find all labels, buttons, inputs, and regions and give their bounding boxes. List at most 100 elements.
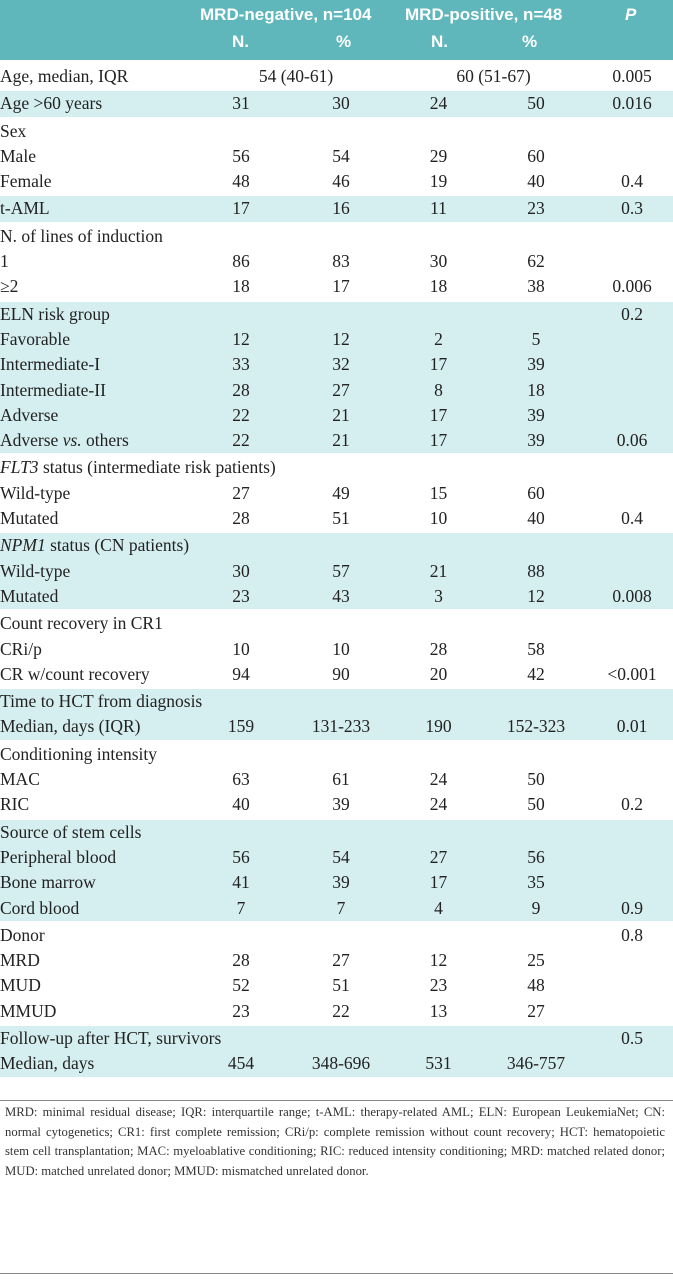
table-row: Time to HCT from diagnosis — [0, 688, 673, 714]
p-value — [591, 637, 673, 662]
cell-value: 94 — [232, 663, 250, 684]
characteristics-table: Age, median, IQR 54 (40-61) 60 (51-67) 0… — [0, 62, 673, 1077]
p-value: 0.016 — [612, 93, 652, 114]
row-label: 1 — [0, 251, 9, 272]
table-footnote: MRD: minimal residual disease; IQR: inte… — [5, 1105, 665, 1178]
cell-value: 50 — [527, 93, 545, 114]
cell-value: 46 — [332, 171, 350, 192]
cell-value: 7 — [336, 897, 346, 918]
cell-value: 12 — [527, 585, 545, 606]
pos-pct-header: % — [522, 32, 538, 51]
cell-value: 33 — [232, 354, 250, 375]
cell-value: 51 — [332, 508, 350, 529]
table-row: MMUD 23 22 13 27 — [0, 999, 673, 1025]
cell-value: 28 — [232, 950, 250, 971]
p-value — [591, 327, 673, 352]
row-label: Wild-type — [0, 560, 71, 581]
group-title: Conditioning intensity — [0, 743, 158, 764]
cell-value: 90 — [332, 663, 350, 684]
row-label: t-AML — [0, 198, 50, 219]
row-label: RIC — [0, 794, 30, 815]
cell-value: 23 — [527, 198, 545, 219]
p-value: 0.5 — [621, 1027, 643, 1048]
cell-value: 5 — [531, 328, 541, 349]
row-label: CR w/count recovery — [0, 663, 150, 684]
gene-name: NPM1 — [0, 535, 46, 556]
cell-value: 531 — [425, 1053, 452, 1074]
row-label: MUD — [0, 975, 41, 996]
cell-value: 24 — [429, 769, 448, 790]
cell-value: 61 — [332, 769, 350, 790]
row-label: Bone marrow — [0, 872, 96, 893]
cell-value: 348-696 — [311, 1053, 371, 1074]
group-count-recovery: Count recovery in CR1 CRi/p 10 10 28 58 … — [0, 610, 673, 688]
cell-value: 3 — [434, 585, 443, 606]
table-row: Male 56 54 29 60 — [0, 144, 673, 169]
table-row: Cord blood 7 7 4 9 0.9 — [0, 896, 673, 922]
p-value — [591, 352, 673, 377]
group-follow-up: Follow-up after HCT, survivors 0.5 Media… — [0, 1024, 673, 1077]
cell-value: 12 — [232, 328, 250, 349]
cell-value: 12 — [429, 950, 448, 971]
cell-value: 42 — [527, 663, 545, 684]
cell-value: 30 — [429, 251, 448, 272]
cell-value: 10 — [429, 508, 448, 529]
cell-value: 22 — [232, 404, 250, 425]
table-header: MRD-negative, n=104 MRD-positive, n=48 P… — [0, 0, 673, 60]
cell-value: 27 — [429, 846, 448, 867]
cell-value: 30 — [232, 560, 250, 581]
group-title: Sex — [0, 120, 27, 141]
p-value: 0.4 — [621, 171, 643, 192]
cell-value: 39 — [332, 794, 350, 815]
cell-value: 49 — [332, 482, 350, 503]
p-value: 0.9 — [621, 897, 643, 918]
cell-value: 88 — [527, 560, 545, 581]
cell-value: 41 — [232, 872, 250, 893]
cell-value: 454 — [227, 1053, 255, 1074]
cell-value: 18 — [527, 379, 545, 400]
cell-value: 52 — [232, 975, 250, 996]
cell-value: 16 — [332, 198, 350, 219]
cell-value: 159 — [227, 716, 255, 737]
cell-value: 21 — [332, 430, 350, 451]
table-row: Median, days (IQR) 159 131-233 190 152-3… — [0, 714, 673, 740]
cell-value: 29 — [429, 145, 448, 166]
p-value — [591, 767, 673, 792]
cell-value: 27 — [332, 950, 350, 971]
cell-value: 28 — [232, 508, 250, 529]
cell-value: 4 — [434, 897, 443, 918]
p-value: 0.8 — [621, 924, 643, 945]
cell-value: 28 — [429, 638, 448, 659]
table-row: Wild-type 30 57 21 88 — [0, 559, 673, 584]
group-age-gt60: Age >60 years 31 30 24 50 0.016 — [0, 90, 673, 118]
group-title: NPM1 status (CN patients) — [0, 532, 673, 558]
table-row: Intermediate-II 28 27 8 18 — [0, 378, 673, 403]
neg-pct-header: % — [336, 32, 352, 51]
cell-value: 58 — [527, 638, 545, 659]
row-label: Peripheral blood — [0, 846, 117, 867]
neg-n-header: N. — [232, 32, 249, 51]
p-value: 0.06 — [616, 430, 648, 451]
row-label: Mutated — [0, 585, 59, 606]
cell-value: 15 — [429, 482, 448, 503]
cell-value: 17 — [429, 404, 448, 425]
group-title: Count recovery in CR1 — [0, 613, 163, 634]
cell-value: 17 — [332, 276, 350, 297]
cell-value: 13 — [429, 1000, 448, 1021]
cell-value: 10 — [332, 638, 350, 659]
group-sex: Sex Male 56 54 29 60 Female 48 46 19 40 … — [0, 117, 673, 196]
row-label: ≥2 — [0, 276, 19, 297]
p-value — [591, 559, 673, 584]
cell-value: 31 — [232, 93, 250, 114]
p-value — [591, 249, 673, 274]
p-value — [591, 999, 673, 1025]
cell-value: 10 — [232, 638, 250, 659]
cell-value: 39 — [527, 354, 545, 375]
table-row: Age, median, IQR 54 (40-61) 60 (51-67) 0… — [0, 63, 673, 90]
cell-value: 51 — [332, 975, 350, 996]
table-row: Female 48 46 19 40 0.4 — [0, 169, 673, 195]
table-row: Count recovery in CR1 — [0, 610, 673, 636]
table-row: RIC 40 39 24 50 0.2 — [0, 792, 673, 818]
cell-value: 57 — [332, 560, 350, 581]
table-row: t-AML 17 16 11 23 0.3 — [0, 195, 673, 222]
